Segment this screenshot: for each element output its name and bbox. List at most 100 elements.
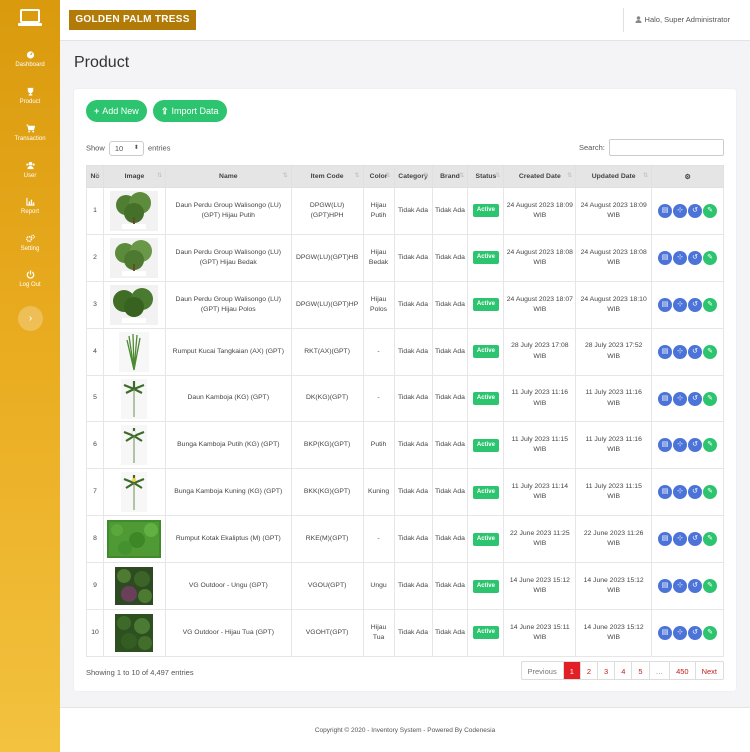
- history-icon[interactable]: ↺: [688, 344, 703, 359]
- next-page-button[interactable]: Next: [694, 662, 723, 679]
- table-row: 1 Daun Perdu Group Walisongo (LU) (GPT) H…: [86, 187, 724, 235]
- page-2[interactable]: 2: [579, 662, 597, 679]
- warehouse-icon[interactable]: ▤: [658, 485, 673, 500]
- sidebar-item-dashboard[interactable]: Dashboard: [0, 50, 60, 68]
- history-icon[interactable]: ↺: [688, 297, 703, 312]
- sidebar-toggle-button[interactable]: ›: [18, 306, 43, 331]
- col-updated-date[interactable]: Updated Date ⇅: [575, 165, 653, 188]
- edit-icon[interactable]: ✎: [703, 297, 718, 312]
- history-icon[interactable]: ↺: [688, 438, 703, 453]
- cell-category: Tidak Ada: [393, 421, 433, 470]
- sort-icon: ⇅: [643, 173, 649, 179]
- product-thumbnail[interactable]: [110, 237, 159, 278]
- page-450[interactable]: 450: [669, 662, 695, 679]
- history-icon[interactable]: ↺: [688, 625, 703, 640]
- edit-icon[interactable]: ✎: [703, 344, 718, 359]
- warehouse-icon[interactable]: ▤: [658, 625, 673, 640]
- warehouse-icon[interactable]: ▤: [658, 532, 673, 547]
- edit-icon[interactable]: ✎: [703, 485, 718, 500]
- edit-icon[interactable]: ✎: [703, 532, 718, 547]
- product-thumbnail[interactable]: [115, 613, 154, 652]
- history-icon[interactable]: ↺: [688, 579, 703, 594]
- history-icon[interactable]: ↺: [688, 532, 703, 547]
- product-thumbnail[interactable]: [121, 472, 148, 513]
- page-3[interactable]: 3: [597, 662, 614, 679]
- col-category[interactable]: Category ⇅: [393, 165, 433, 188]
- col-name[interactable]: Name ⇅: [164, 165, 292, 188]
- warehouse-icon[interactable]: ▤: [658, 579, 673, 594]
- col-image[interactable]: Image ⇅: [102, 165, 166, 188]
- search-input[interactable]: [609, 139, 724, 156]
- previous-page-button[interactable]: Previous: [527, 667, 557, 676]
- edit-icon[interactable]: ✎: [703, 438, 718, 453]
- edit-icon[interactable]: ✎: [703, 203, 718, 218]
- warehouse-icon[interactable]: ▤: [658, 297, 673, 312]
- sidebar-item-product[interactable]: Product: [0, 87, 60, 105]
- laptop-icon[interactable]: [17, 9, 43, 27]
- cell-image: [102, 421, 166, 470]
- col-color[interactable]: Color ⇅: [362, 165, 395, 188]
- edit-icon[interactable]: ✎: [703, 250, 718, 265]
- warehouse-icon[interactable]: ▤: [658, 250, 673, 265]
- sitemap-icon[interactable]: ⊹: [673, 625, 688, 640]
- product-thumbnail[interactable]: [110, 284, 159, 325]
- history-icon[interactable]: ↺: [688, 250, 703, 265]
- user-menu[interactable]: Halo, Super Administrator: [635, 15, 730, 24]
- col-brand[interactable]: Brand ⇅: [431, 165, 469, 188]
- cell-category: Tidak Ada: [393, 233, 433, 282]
- cell-name: Daun Kamboja (KG) (GPT): [164, 374, 292, 423]
- edit-icon[interactable]: ✎: [703, 579, 718, 594]
- product-thumbnail[interactable]: [115, 567, 154, 606]
- sitemap-icon[interactable]: ⊹: [673, 297, 688, 312]
- col-created-date[interactable]: Created Date ⇅: [503, 165, 577, 188]
- sidebar-item-report[interactable]: Report: [0, 197, 60, 215]
- col-no[interactable]: No ⇅: [86, 165, 104, 188]
- product-thumbnail[interactable]: [107, 520, 162, 559]
- brand-logo[interactable]: GOLDEN PALM TRESS: [69, 10, 196, 30]
- product-thumbnail[interactable]: [121, 378, 148, 419]
- edit-icon[interactable]: ✎: [703, 391, 718, 406]
- table-row: 2 Daun Perdu Group Walisongo (LU) (GPT) H…: [86, 233, 724, 282]
- sidebar-item-user[interactable]: User: [0, 161, 60, 179]
- page-1[interactable]: 1: [562, 662, 580, 679]
- col-status[interactable]: Status ⇅: [467, 165, 505, 188]
- sitemap-icon[interactable]: ⊹: [673, 438, 688, 453]
- cell-item-code: BKP(KG)(GPT): [290, 421, 364, 470]
- sitemap-icon[interactable]: ⊹: [673, 485, 688, 500]
- warehouse-icon[interactable]: ▤: [658, 344, 673, 359]
- plus-icon: +: [94, 106, 100, 116]
- page-length-select[interactable]: 10 ⬍: [108, 141, 144, 156]
- history-icon[interactable]: ↺: [688, 391, 703, 406]
- cell-image: [102, 374, 166, 423]
- add-new-button[interactable]: + Add New: [86, 100, 147, 122]
- history-icon[interactable]: ↺: [688, 203, 703, 218]
- warehouse-icon[interactable]: ▤: [658, 203, 673, 218]
- cell-brand: Tidak Ada: [431, 562, 469, 611]
- page-4[interactable]: 4: [614, 662, 631, 679]
- cell-created-date: 22 June 2023 11:25 WIB: [503, 515, 577, 564]
- sitemap-icon[interactable]: ⊹: [673, 391, 688, 406]
- history-icon[interactable]: ↺: [688, 485, 703, 500]
- sidebar-item-transaction[interactable]: Transaction: [0, 124, 60, 142]
- add-new-label: Add New: [102, 106, 139, 116]
- cell-color: Hijau Polos: [362, 280, 395, 329]
- pagination-ellipsis: …: [648, 662, 670, 679]
- col-item-code[interactable]: Item Code ⇅: [290, 165, 364, 188]
- warehouse-icon[interactable]: ▤: [658, 391, 673, 406]
- edit-icon[interactable]: ✎: [703, 625, 718, 640]
- sitemap-icon[interactable]: ⊹: [673, 250, 688, 265]
- cell-category: Tidak Ada: [393, 468, 433, 517]
- sidebar-item-setting[interactable]: Setting: [0, 234, 60, 252]
- product-thumbnail[interactable]: [121, 425, 148, 466]
- sitemap-icon[interactable]: ⊹: [673, 579, 688, 594]
- import-data-button[interactable]: ⇪ Import Data: [153, 100, 227, 122]
- sidebar-item-logout[interactable]: Log Out: [0, 270, 60, 288]
- page-5[interactable]: 5: [631, 662, 648, 679]
- sitemap-icon[interactable]: ⊹: [673, 532, 688, 547]
- product-thumbnail[interactable]: [110, 190, 159, 231]
- sort-icon: ⇅: [94, 173, 100, 179]
- sitemap-icon[interactable]: ⊹: [673, 203, 688, 218]
- product-thumbnail[interactable]: [119, 331, 150, 372]
- sitemap-icon[interactable]: ⊹: [673, 344, 688, 359]
- warehouse-icon[interactable]: ▤: [658, 438, 673, 453]
